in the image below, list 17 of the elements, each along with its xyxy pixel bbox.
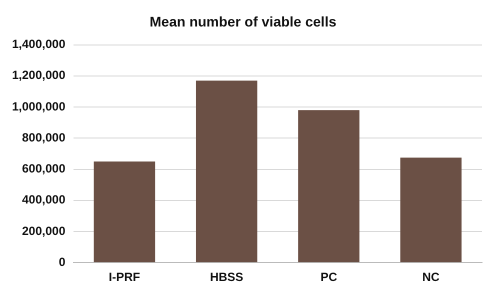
y-tick-label: 600,000	[22, 162, 66, 176]
bar	[94, 161, 156, 262]
bar	[196, 80, 258, 262]
y-tick-label: 200,000	[22, 224, 66, 238]
y-tick-label: 1,000,000	[12, 99, 66, 114]
y-tick-label: 1,200,000	[12, 68, 66, 82]
x-tick-label: NC	[422, 270, 440, 284]
y-tick-label: 1,400,000	[12, 37, 66, 52]
chart-title: Mean number of viable cells	[150, 13, 337, 30]
y-tick-label: 400,000	[22, 192, 66, 207]
y-tick-label: 0	[58, 254, 66, 269]
bar	[400, 158, 462, 262]
y-tick-label: 800,000	[22, 130, 66, 144]
x-tick-label: PC	[320, 270, 338, 284]
x-tick-label: HBSS	[210, 270, 244, 284]
x-tick-label: I-PRF	[108, 270, 140, 284]
bar	[298, 110, 360, 262]
